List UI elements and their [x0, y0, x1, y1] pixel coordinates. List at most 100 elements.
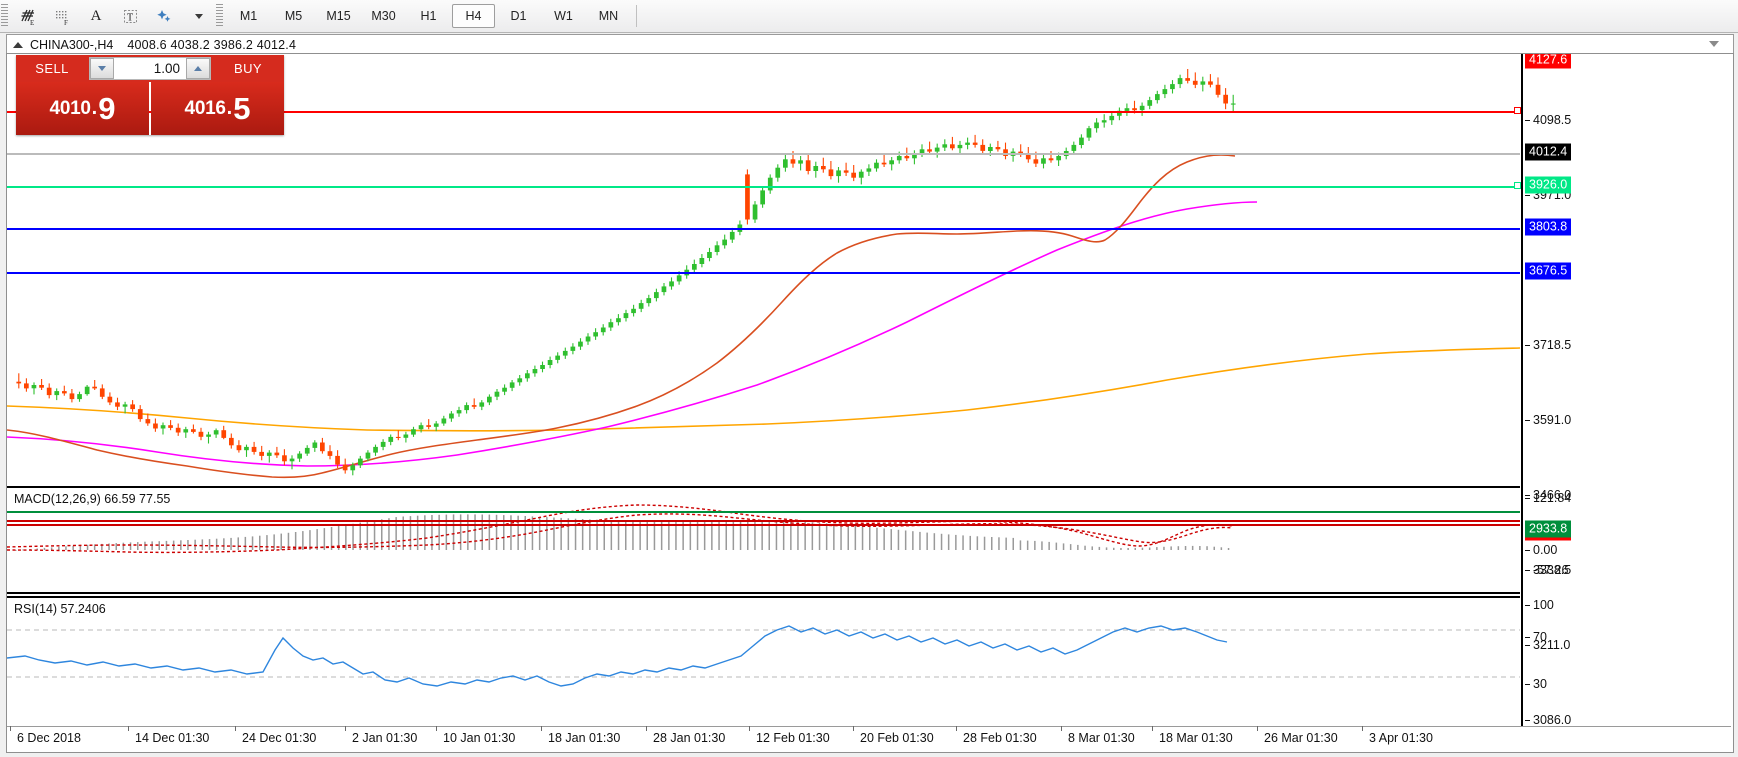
time-label-10: 8 Mar 01:30 — [1061, 726, 1135, 745]
rsi-tick-0: 100 — [1525, 598, 1554, 612]
timeframe-m15[interactable]: M15 — [326, 9, 351, 23]
chart-panes — [7, 54, 1520, 750]
time-label-12: 26 Mar 01:30 — [1257, 726, 1338, 745]
time-label-9: 28 Feb 01:30 — [956, 726, 1037, 745]
candle-series — [16, 69, 1236, 476]
price-tick-7: 3211.0 — [1524, 638, 1571, 652]
svg-text:T: T — [127, 12, 133, 23]
timeframe-h1[interactable]: H1 — [420, 9, 437, 23]
sell-price-separator: . — [91, 97, 98, 119]
bid-line-handle[interactable] — [1514, 182, 1521, 189]
time-label-1: 14 Dec 01:30 — [127, 726, 210, 745]
price-tick-4: 3591.0 — [1524, 413, 1572, 427]
price-tick-3: 3718.5 — [1524, 338, 1572, 352]
buy-price-integer: 4016 — [184, 97, 226, 119]
rsi-pane[interactable] — [7, 596, 1520, 704]
green-level-line[interactable] — [7, 511, 1520, 513]
timeframe-toolbar-grip[interactable] — [216, 4, 223, 28]
macd-tick-0: 121.84 — [1524, 491, 1572, 505]
time-label-2: 24 Dec 01:30 — [234, 726, 317, 745]
sell-price-button[interactable]: 4010 . 9 — [16, 82, 149, 135]
toolbar-grip[interactable] — [1, 4, 8, 28]
symbol-bar-expand-icon[interactable] — [1709, 41, 1719, 47]
collapse-triangle-icon[interactable] — [13, 41, 23, 48]
time-label-0: 6 Dec 2018 — [10, 726, 81, 745]
price-tick-0: 4098.5 — [1524, 113, 1572, 127]
time-label-3: 2 Jan 01:30 — [344, 726, 418, 745]
macd-tick-1: 0.00 — [1524, 543, 1558, 557]
time-label-8: 20 Feb 01:30 — [853, 726, 934, 745]
macd-svg — [7, 504, 1233, 554]
symbol-info-bar: CHINA300-,H4 4008.6 4038.2 3986.2 4012.4 — [6, 34, 1734, 54]
timeframe-d1[interactable]: D1 — [510, 9, 527, 23]
chart-frame: 4098.53971.03843.53718.53591.03466.03338… — [6, 53, 1734, 753]
ask-line[interactable] — [7, 111, 1520, 113]
text-label-icon[interactable]: T — [114, 1, 146, 31]
time-label-11: 18 Mar 01:30 — [1152, 726, 1233, 745]
last-price-line[interactable] — [7, 153, 1520, 155]
resistance-line-upper[interactable] — [7, 228, 1520, 230]
rsi-line — [7, 625, 1228, 687]
symbol-label: CHINA300-,H4 — [30, 37, 114, 52]
ma-slow-line — [7, 347, 1520, 432]
time-label-4: 10 Jan 01:30 — [435, 726, 516, 745]
objects-dropdown-caret[interactable] — [182, 1, 214, 31]
macd-tick-2: -57.26 — [1524, 563, 1569, 577]
grid-icon[interactable]: F — [46, 1, 78, 31]
timeframe-mn[interactable]: MN — [598, 9, 619, 23]
support-lower-label[interactable]: 3676.5 — [1525, 262, 1572, 280]
time-label-6: 28 Jan 01:30 — [645, 726, 726, 745]
main-toolbar: E F A T — [0, 0, 1738, 33]
buy-button[interactable]: BUY — [234, 61, 262, 76]
svg-text:F: F — [64, 19, 68, 26]
trade-panel-quotes: 4010 . 9 4016 . 5 — [16, 82, 284, 135]
buy-price-button[interactable]: 4016 . 5 — [151, 82, 284, 135]
price-chart-svg — [7, 69, 1520, 479]
time-axis[interactable]: 6 Dec 2018 14 Dec 01:30 24 Dec 01:30 2 Jan … — [7, 726, 1731, 751]
volume-value[interactable]: 1.00 — [114, 58, 186, 79]
volume-decrease-button[interactable] — [90, 58, 114, 79]
macd-pane[interactable] — [7, 486, 1520, 594]
time-label-7: 12 Feb 01:30 — [749, 726, 830, 745]
red-level-line-2[interactable] — [7, 524, 1520, 526]
support-upper-label[interactable]: 3803.8 — [1525, 218, 1572, 236]
rsi-caption: RSI(14) 57.2406 — [14, 602, 106, 616]
time-label-5: 18 Jan 01:30 — [540, 726, 621, 745]
red-level-line[interactable] — [7, 520, 1520, 522]
indicators-icon[interactable]: E — [12, 1, 44, 31]
macd-main-line — [7, 504, 1233, 554]
sell-button[interactable]: SELL — [35, 61, 69, 76]
bid-line-label[interactable]: 3926.0 — [1525, 176, 1572, 194]
resistance-line-lower[interactable] — [7, 272, 1520, 274]
sell-price-integer: 4010 — [49, 97, 91, 119]
chevron-up-icon — [194, 66, 202, 71]
timeframe-w1[interactable]: W1 — [554, 9, 573, 23]
buy-price-fraction: 5 — [233, 91, 251, 126]
objects-icon[interactable] — [148, 1, 180, 31]
volume-increase-button[interactable] — [186, 58, 210, 79]
rsi-tick-2: 30 — [1525, 677, 1547, 691]
timeframe-m5[interactable]: M5 — [284, 9, 303, 23]
timeframe-m30[interactable]: M30 — [371, 9, 396, 23]
buy-price-separator: . — [226, 97, 233, 119]
take-profit-label[interactable]: 2933.8 — [1525, 520, 1572, 538]
timeframe-m1[interactable]: M1 — [239, 9, 258, 23]
ask-line-label[interactable]: 4127.6 — [1525, 54, 1572, 69]
last-price-label[interactable]: 4012.4 — [1525, 143, 1572, 161]
macd-caption: MACD(12,26,9) 66.59 77.55 — [14, 492, 171, 506]
ask-line-handle[interactable] — [1514, 107, 1521, 114]
bid-line[interactable] — [7, 186, 1520, 188]
macd-signal-line — [7, 513, 1233, 549]
ma-fast-line — [7, 154, 1236, 479]
price-pane[interactable] — [7, 54, 1520, 482]
ohlc-values: 4008.6 4038.2 3986.2 4012.4 — [127, 37, 297, 52]
volume-spinner[interactable]: 1.00 — [89, 57, 211, 80]
time-label-13: 3 Apr 01:30 — [1362, 726, 1433, 745]
timeframe-h4[interactable]: H4 — [452, 4, 495, 28]
rsi-svg — [7, 625, 1520, 687]
toolbar-separator — [636, 5, 637, 27]
price-axis[interactable]: 4098.53971.03843.53718.53591.03466.03338… — [1521, 54, 1733, 750]
trade-panel-header: SELL 1.00 BUY — [16, 55, 284, 82]
text-tool-icon[interactable]: A — [90, 7, 102, 24]
